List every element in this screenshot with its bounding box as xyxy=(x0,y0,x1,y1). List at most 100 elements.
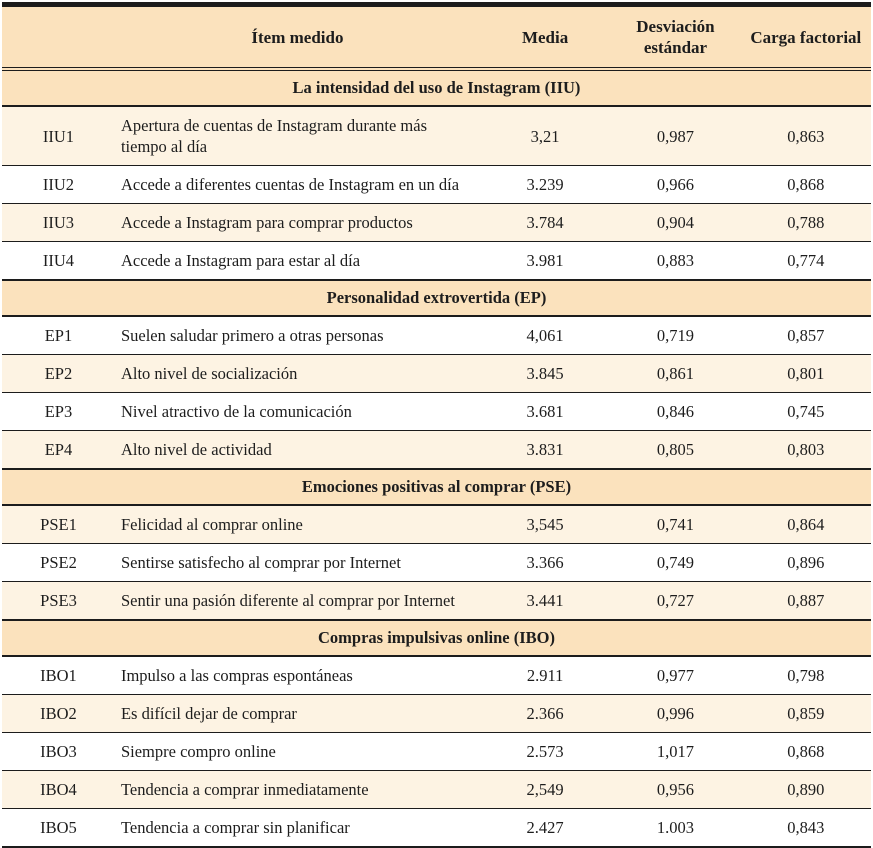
table-row: IBO3 Siempre compro online 2.573 1,017 0,868 xyxy=(2,732,871,771)
table-row: IBO1 Impulso a las compras espontáneas 2.9… xyxy=(2,656,871,695)
sd-value: 0,846 xyxy=(656,402,695,421)
load-value: 0,843 xyxy=(787,818,825,837)
sd-value: 1,017 xyxy=(656,742,695,761)
item-code: PSE3 xyxy=(40,591,77,610)
sd-value: 0,956 xyxy=(656,780,695,799)
section-title: Emociones positivas al comprar (PSE) xyxy=(301,477,572,496)
item-text: Alto nivel de socialización xyxy=(120,364,298,383)
item-code: EP1 xyxy=(44,326,73,345)
item-code: IBO1 xyxy=(40,666,77,685)
section-header-row: Emociones positivas al comprar (PSE) xyxy=(2,469,871,505)
section-header-row: Compras impulsivas online (IBO) xyxy=(2,620,871,656)
item-code: IBO3 xyxy=(40,742,77,761)
media-value: 3.831 xyxy=(526,440,564,459)
load-value: 0,859 xyxy=(787,704,825,723)
item-text: Tendencia a comprar inmediatamente xyxy=(120,780,369,799)
table-row: EP2 Alto nivel de socialización 3.845 0,861… xyxy=(2,354,871,393)
item-text: Sentir una pasión diferente al comprar p… xyxy=(120,591,455,610)
load-value: 0,887 xyxy=(787,591,825,610)
section-header-row: Personalidad extrovertida (EP) xyxy=(2,280,871,316)
sd-value: 0,977 xyxy=(656,666,695,685)
table-row: EP1 Suelen saludar primero a otras person… xyxy=(2,316,871,355)
sd-value: 0,805 xyxy=(656,440,695,459)
item-text: Accede a diferentes cuentas de Instagram… xyxy=(120,175,460,194)
col-header-load: Carga factorial xyxy=(750,27,862,47)
load-value: 0,774 xyxy=(787,251,825,270)
item-text: Suelen saludar primero a otras personas xyxy=(120,326,384,345)
sd-value: 0,861 xyxy=(656,364,695,383)
item-code: IIU2 xyxy=(42,175,75,194)
item-code: IBO4 xyxy=(40,780,77,799)
item-code: IIU3 xyxy=(42,213,75,232)
item-code: PSE1 xyxy=(40,515,77,534)
media-value: 3.239 xyxy=(526,175,564,194)
sd-value: 0,741 xyxy=(656,515,695,534)
sd-value: 0,987 xyxy=(656,126,695,146)
sd-value: 0,727 xyxy=(656,591,695,610)
media-value: 3.981 xyxy=(526,251,564,270)
load-value: 0,868 xyxy=(787,175,825,194)
media-value: 2.366 xyxy=(526,704,564,723)
table-row: EP3 Nivel atractivo de la comunicación 3.6… xyxy=(2,392,871,431)
media-value: 3.845 xyxy=(526,364,564,383)
sd-value: 0,966 xyxy=(656,175,695,194)
media-value: 2.427 xyxy=(526,818,564,837)
media-value: 3.681 xyxy=(526,402,564,421)
load-value: 0,745 xyxy=(787,402,825,421)
load-value: 0,864 xyxy=(787,515,825,534)
table-row: PSE2 Sentirse satisfecho al comprar por I… xyxy=(2,543,871,582)
load-value: 0,896 xyxy=(787,553,825,572)
load-value: 0,788 xyxy=(787,213,825,232)
item-text: Apertura de cuentas de Instagram durante… xyxy=(120,116,428,156)
media-value: 3.784 xyxy=(526,213,564,232)
item-text: Sentirse satisfecho al comprar por Inter… xyxy=(120,553,401,572)
item-code: EP3 xyxy=(44,402,73,421)
section-title: Compras impulsivas online (IBO) xyxy=(318,628,555,647)
item-code: EP4 xyxy=(44,440,73,459)
header-row: Ítem medido Media Desviación estándar Ca… xyxy=(2,4,871,70)
sd-value: 1.003 xyxy=(656,818,695,837)
table-row: IIU2 Accede a diferentes cuentas de Insta… xyxy=(2,165,871,204)
load-value: 0,868 xyxy=(787,742,825,761)
load-value: 0,803 xyxy=(787,440,825,459)
load-value: 0,890 xyxy=(787,780,825,799)
sd-value: 0,996 xyxy=(656,704,695,723)
sd-value: 0,904 xyxy=(656,213,695,232)
section-title: Personalidad extrovertida (EP) xyxy=(326,288,547,307)
media-value: 3,545 xyxy=(526,515,564,534)
item-text: Es difícil dejar de comprar xyxy=(120,704,297,723)
item-code: IBO5 xyxy=(40,818,77,837)
col-header-item: Ítem medido xyxy=(251,27,344,47)
section-title: La intensidad del uso de Instagram (IIU) xyxy=(292,78,581,97)
item-text: Tendencia a comprar sin planificar xyxy=(120,818,350,837)
item-code: PSE2 xyxy=(40,553,77,572)
item-code: EP2 xyxy=(44,364,73,383)
item-text: Alto nivel de actividad xyxy=(120,440,272,459)
media-value: 3,21 xyxy=(530,126,560,146)
col-header-code-empty xyxy=(2,5,115,70)
item-text: Siempre compro online xyxy=(120,742,276,761)
table-row: IIU4 Accede a Instagram para estar al día… xyxy=(2,241,871,280)
item-code: IIU4 xyxy=(42,251,75,270)
item-text: Nivel atractivo de la comunicación xyxy=(120,402,352,421)
load-value: 0,801 xyxy=(787,364,825,383)
sd-value: 0,749 xyxy=(656,553,695,572)
table-row: IBO5 Tendencia a comprar sin planificar 2.… xyxy=(2,808,871,847)
table-header: Ítem medido Media Desviación estándar Ca… xyxy=(2,4,871,70)
media-value: 2.911 xyxy=(526,666,564,685)
item-text: Accede a Instagram para comprar producto… xyxy=(120,213,413,232)
item-code: IBO2 xyxy=(40,704,77,723)
item-code: IIU1 xyxy=(42,126,75,146)
table-row: IBO2 Es difícil dejar de comprar 2.366 0,99… xyxy=(2,694,871,733)
media-value: 3.441 xyxy=(526,591,564,610)
item-text: Felicidad al comprar online xyxy=(120,515,303,534)
section-header-row: La intensidad del uso de Instagram (IIU) xyxy=(2,69,871,106)
media-value: 2.573 xyxy=(526,742,564,761)
table-row: IIU1 Apertura de cuentas de Instagram dur… xyxy=(2,106,871,166)
table-row: IIU3 Accede a Instagram para comprar prod… xyxy=(2,203,871,242)
col-header-media: Media xyxy=(521,27,569,47)
load-value: 0,857 xyxy=(787,326,825,345)
table-row: EP4 Alto nivel de actividad 3.831 0,805 0,80… xyxy=(2,430,871,469)
load-value: 0,798 xyxy=(787,666,825,685)
